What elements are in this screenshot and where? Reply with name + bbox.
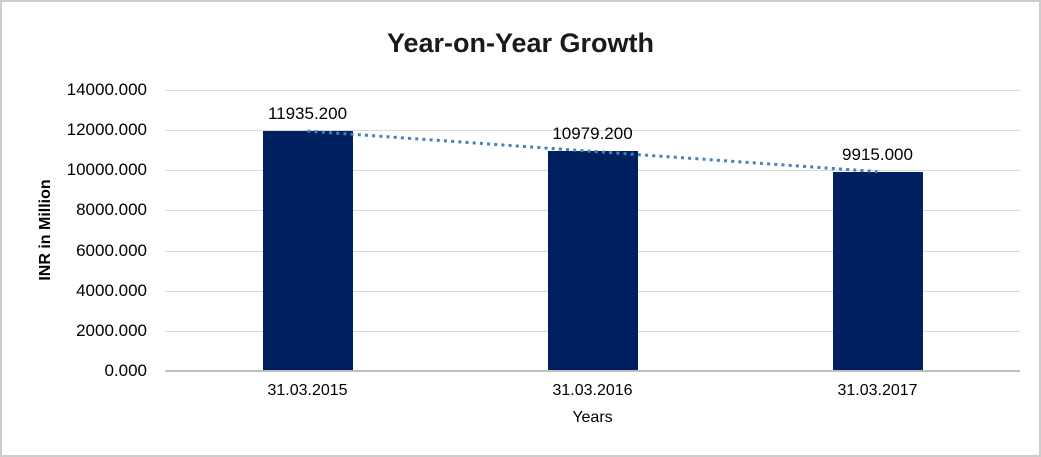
gridline <box>165 90 1020 91</box>
bar-31.03.2017 <box>832 172 923 371</box>
bar-31.03.2016 <box>547 150 638 371</box>
x-tick-label: 31.03.2016 <box>552 382 633 399</box>
trendline <box>307 129 878 174</box>
x-tick-label: 31.03.2015 <box>267 382 348 399</box>
gridline <box>165 130 1020 132</box>
y-tick-label: 4000.000 <box>76 280 147 300</box>
x-axis-title: Years <box>572 409 613 426</box>
y-tick-label: 8000.000 <box>76 200 147 220</box>
x-tick-label: 31.03.2017 <box>837 382 918 399</box>
plot-area <box>165 90 1020 372</box>
bar-31.03.2015 <box>262 131 353 371</box>
data-label: 9915.000 <box>842 144 913 164</box>
y-tick-label: 6000.000 <box>76 240 147 260</box>
data-label: 10979.200 <box>552 123 633 143</box>
data-label: 11935.200 <box>267 104 348 124</box>
y-tick-label: 10000.000 <box>66 160 147 180</box>
y-tick-label: 0.000 <box>104 361 147 380</box>
chart-title: Year-on-Year Growth <box>386 28 655 58</box>
y-tick-label: 2000.000 <box>76 320 147 340</box>
y-tick-label: 14000.000 <box>66 80 147 99</box>
x-axis-line <box>165 370 1020 372</box>
y-tick-label: 12000.000 <box>66 120 147 140</box>
y-axis-title: INR in Million <box>37 179 54 281</box>
